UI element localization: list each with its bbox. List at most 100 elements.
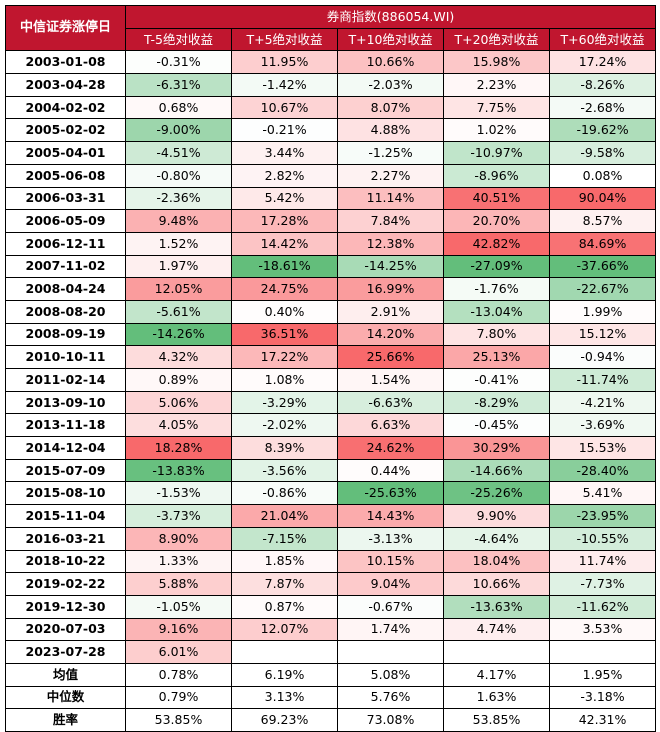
- return-cell: -3.13%: [337, 526, 444, 551]
- summary-value-cell: 0.79%: [125, 685, 232, 710]
- return-cell: -0.21%: [231, 118, 338, 143]
- return-cell: 8.57%: [548, 209, 657, 233]
- table-body: 2003-01-08 -0.31% 11.95% 10.66% 15.98% 17.24%…: [5, 50, 657, 732]
- row-date-cell: 2004-02-02: [5, 95, 126, 120]
- table-row: 2007-11-02 1.97% -18.61% -14.25% -27.09% -37.…: [5, 254, 657, 279]
- return-cell: -22.67%: [548, 277, 657, 301]
- return-cell: -0.67%: [337, 594, 444, 619]
- table-row: 2006-12-11 1.52% 14.42% 12.38% 42.82% 84.69%: [5, 231, 657, 256]
- return-cell: 4.32%: [125, 345, 232, 369]
- summary-value-cell: 5.76%: [337, 685, 444, 710]
- row-date-cell: 2016-03-21: [5, 526, 126, 551]
- return-cell: 15.53%: [548, 436, 657, 460]
- return-cell: -10.55%: [548, 526, 657, 551]
- return-cell: [443, 640, 550, 664]
- return-cell: -1.42%: [231, 73, 338, 97]
- table-row: 2005-04-01 -4.51% 3.44% -1.25% -10.97% -9.58%: [5, 141, 657, 165]
- table-row: 2003-01-08 -0.31% 11.95% 10.66% 15.98% 17.24%: [5, 50, 657, 75]
- return-cell: -8.96%: [443, 163, 550, 188]
- return-cell: 8.39%: [231, 436, 338, 460]
- return-cell: -23.95%: [548, 504, 657, 528]
- return-cell: 2.82%: [231, 163, 338, 188]
- return-cell: 5.06%: [125, 390, 232, 415]
- return-cell: 20.70%: [443, 209, 550, 233]
- table-row: 2011-02-14 0.89% 1.08% 1.54% -0.41% -11.74%: [5, 368, 657, 392]
- returns-table-container: 中信证券涨停日 券商指数(886054.WI) T-5绝对收益 T+5绝对收益 …: [5, 4, 657, 732]
- col-header-t-plus-20: T+20绝对收益: [443, 27, 550, 52]
- return-cell: -9.00%: [125, 118, 232, 143]
- table-row: 2010-10-11 4.32% 17.22% 25.66% 25.13% -0.94%: [5, 345, 657, 369]
- return-cell: 84.69%: [548, 231, 657, 256]
- return-cell: 7.80%: [443, 322, 550, 347]
- return-cell: 16.99%: [337, 277, 444, 301]
- row-date-cell: 2007-11-02: [5, 254, 126, 279]
- return-cell: -25.63%: [337, 481, 444, 506]
- return-cell: -0.80%: [125, 163, 232, 188]
- col-header-t-minus-5: T-5绝对收益: [125, 27, 232, 52]
- return-cell: 5.42%: [231, 186, 338, 211]
- summary-label-cell: 均值: [5, 662, 126, 687]
- return-cell: 18.04%: [443, 549, 550, 574]
- return-cell: 11.14%: [337, 186, 444, 211]
- return-cell: -14.66%: [443, 458, 550, 483]
- table-row: 2018-10-22 1.33% 1.85% 10.15% 18.04% 11.74%: [5, 549, 657, 574]
- return-cell: 14.42%: [231, 231, 338, 256]
- return-cell: 1.74%: [337, 617, 444, 642]
- return-cell: -13.83%: [125, 458, 232, 483]
- summary-value-cell: 4.17%: [443, 662, 550, 687]
- row-date-cell: 2005-04-01: [5, 141, 126, 165]
- table-row: 2015-07-09 -13.83% -3.56% 0.44% -14.66% -28.4…: [5, 458, 657, 483]
- table-row: 2005-06-08 -0.80% 2.82% 2.27% -8.96% 0.08%: [5, 163, 657, 188]
- return-cell: -25.26%: [443, 481, 550, 506]
- return-cell: 2.91%: [337, 299, 444, 324]
- row-date-cell: 2020-07-03: [5, 617, 126, 642]
- return-cell: -5.61%: [125, 299, 232, 324]
- return-cell: 42.82%: [443, 231, 550, 256]
- return-cell: 15.98%: [443, 50, 550, 75]
- returns-table: 中信证券涨停日 券商指数(886054.WI) T-5绝对收益 T+5绝对收益 …: [5, 4, 657, 732]
- summary-value-cell: 53.85%: [443, 708, 550, 732]
- return-cell: 1.02%: [443, 118, 550, 143]
- return-cell: 0.89%: [125, 368, 232, 392]
- return-cell: -37.66%: [548, 254, 657, 279]
- return-cell: -1.76%: [443, 277, 550, 301]
- summary-value-cell: 69.23%: [231, 708, 338, 732]
- row-date-cell: 2015-07-09: [5, 458, 126, 483]
- return-cell: 7.84%: [337, 209, 444, 233]
- return-cell: 0.08%: [548, 163, 657, 188]
- return-cell: -7.15%: [231, 526, 338, 551]
- return-cell: 11.74%: [548, 549, 657, 574]
- return-cell: 12.07%: [231, 617, 338, 642]
- return-cell: 18.28%: [125, 436, 232, 460]
- return-cell: 24.75%: [231, 277, 338, 301]
- row-date-cell: 2010-10-11: [5, 345, 126, 369]
- summary-value-cell: 1.63%: [443, 685, 550, 710]
- row-date-cell: 2006-03-31: [5, 186, 126, 211]
- return-cell: -3.29%: [231, 390, 338, 415]
- table-row: 2006-05-09 9.48% 17.28% 7.84% 20.70% 8.57%: [5, 209, 657, 233]
- return-cell: 17.22%: [231, 345, 338, 369]
- return-cell: -6.31%: [125, 73, 232, 97]
- row-date-cell: 2013-09-10: [5, 390, 126, 415]
- summary-row: 中位数 0.79% 3.13% 5.76% 1.63% -3.18%: [5, 685, 657, 710]
- return-cell: 9.48%: [125, 209, 232, 233]
- table-row: 2014-12-04 18.28% 8.39% 24.62% 30.29% 15.53%: [5, 436, 657, 460]
- return-cell: 1.97%: [125, 254, 232, 279]
- col-header-t-plus-10: T+10绝对收益: [337, 27, 444, 52]
- return-cell: 8.90%: [125, 526, 232, 551]
- return-cell: 5.41%: [548, 481, 657, 506]
- index-title-header: 券商指数(886054.WI): [124, 5, 657, 29]
- return-cell: -3.69%: [548, 413, 657, 438]
- row-date-cell: 2003-04-28: [5, 73, 126, 97]
- summary-value-cell: 0.78%: [125, 662, 232, 687]
- row-date-cell: 2006-12-11: [5, 231, 126, 256]
- return-cell: 30.29%: [443, 436, 550, 460]
- return-cell: -18.61%: [231, 254, 338, 279]
- return-cell: 4.05%: [125, 413, 232, 438]
- summary-value-cell: 3.13%: [231, 685, 338, 710]
- table-row: 2019-12-30 -1.05% 0.87% -0.67% -13.63% -11.62…: [5, 594, 657, 619]
- table-row: 2005-02-02 -9.00% -0.21% 4.88% 1.02% -19.62%: [5, 118, 657, 143]
- return-cell: -1.05%: [125, 594, 232, 619]
- return-cell: -1.53%: [125, 481, 232, 506]
- return-cell: -0.41%: [443, 368, 550, 392]
